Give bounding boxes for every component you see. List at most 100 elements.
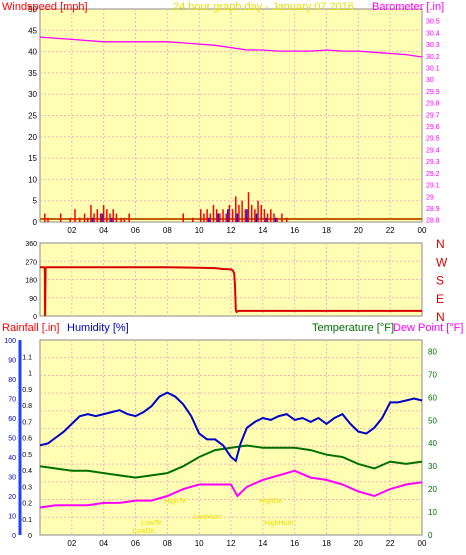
time-tick-label: 22: [386, 226, 395, 235]
humidity-panel-grid: [40, 340, 422, 535]
barometer-tick-label: 29.7: [426, 112, 440, 119]
direction-tick-label: 180: [25, 278, 37, 285]
time-tick-label: 02: [67, 226, 76, 235]
temperature-tick-label: 50: [428, 416, 437, 425]
temperature-tick-label: 80: [428, 347, 437, 356]
barometer-tick-label: 29.9: [426, 89, 440, 96]
compass-label: W: [436, 255, 448, 269]
temperature-tick-label: 10: [428, 508, 437, 517]
time-tick-label: 22: [386, 539, 395, 548]
time-tick-label: 16: [290, 226, 299, 235]
time-tick-label: 02: [67, 539, 76, 548]
barometer-tick-label: 29.4: [426, 147, 440, 154]
windspeed-tick-label: 0: [33, 218, 38, 227]
humidity-axis-label: Humidity [%]: [67, 322, 129, 334]
extreme-marker-label: LowDe: [133, 528, 155, 535]
windspeed-axis-label: Windspeed [mph]: [2, 1, 88, 13]
rainfall-tick-label: 0.7: [22, 419, 32, 426]
barometer-tick-label: 29.1: [426, 183, 440, 190]
time-tick-label: 06: [131, 226, 140, 235]
windspeed-tick-label: 40: [28, 48, 37, 57]
temperature-line: [39, 444, 423, 479]
temperature-tick-label: 30: [428, 462, 437, 471]
compass-label: N: [436, 310, 445, 324]
barometer-tick-label: 30.2: [426, 54, 440, 61]
wind-panel-grid: [40, 9, 422, 222]
humidity-axis-ticks: 0 10 20 30 40 50 60 70 80 90 100: [4, 338, 22, 540]
humidity-tick-label: 50: [8, 436, 16, 443]
time-tick-label: 10: [195, 539, 204, 548]
temperature-tick-label: 20: [428, 485, 437, 494]
dewpoint-axis-label: Dew Point [°F]: [393, 322, 463, 334]
time-tick-label: 16: [290, 539, 299, 548]
temperature-tick-label: 40: [428, 439, 437, 448]
barometer-tick-label: 29.3: [426, 159, 440, 166]
extreme-marker-label: HighTe: [164, 498, 186, 505]
graph-title: 24 hour graph day - January 07 2016: [173, 1, 354, 13]
barometer-tick-label: 29.2: [426, 171, 440, 178]
rainfall-tick-label: 1.1: [22, 354, 32, 361]
wind-direction-line: [40, 266, 422, 317]
direction-panel-grid: [40, 243, 422, 316]
barometer-tick-label: 30.5: [426, 19, 440, 26]
rainfall-tick-label: 0.9: [22, 387, 32, 394]
windspeed-tick-label: 25: [28, 112, 37, 121]
humidity-tick-label: 100: [4, 338, 16, 345]
humidity-time-axis-ticks: 02 04 06 08 10 12 14 16 18 20 22 00: [67, 539, 427, 548]
time-tick-label: 14: [258, 539, 267, 548]
windspeed-tick-label: 30: [28, 90, 37, 99]
barometer-tick-label: 30.3: [426, 42, 440, 49]
barometer-tick-label: 28.8: [426, 218, 440, 225]
compass-label: N: [436, 237, 445, 251]
windspeed-tick-label: 35: [28, 69, 37, 78]
rainfall-tick-label: 0.8: [22, 403, 32, 410]
rainfall-axis-label: Rainfall [.in]: [2, 322, 59, 334]
rainfall-tick-label: 0.5: [22, 452, 32, 459]
direction-tick-label: 360: [25, 241, 37, 248]
time-tick-label: 12: [227, 226, 236, 235]
extreme-marker-label: LowTe: [141, 520, 161, 527]
rainfall-tick-label: 0.3: [22, 484, 32, 491]
humidity-tick-label: 30: [8, 475, 16, 482]
humidity-tick-label: 80: [8, 377, 16, 384]
humidity-tick-label: 40: [8, 455, 16, 462]
time-tick-label: 06: [131, 539, 140, 548]
compass-label: S: [436, 274, 444, 288]
temperature-tick-label: 0: [428, 531, 433, 540]
windspeed-tick-label: 20: [28, 133, 37, 142]
rainfall-tick-label: 0.4: [22, 468, 32, 475]
barometer-tick-label: 29.8: [426, 101, 440, 108]
time-tick-label: 10: [195, 226, 204, 235]
barometer-tick-label: 29.5: [426, 136, 440, 143]
humidity-tick-label: 20: [8, 494, 16, 501]
windspeed-tick-label: 5: [33, 197, 38, 206]
time-tick-label: 08: [163, 539, 172, 548]
wind-time-axis-ticks: 02 04 06 08 10 12 14 16 18 20 22 00: [67, 226, 427, 235]
barometer-axis-ticks: 28.8 28.9 29 29.1 29.2 29.3 29.4 29.5 29.6 29.7 29…: [426, 19, 440, 225]
rainfall-tick-label: 0: [28, 533, 32, 540]
windspeed-bars: [44, 192, 288, 222]
time-tick-label: 18: [322, 226, 331, 235]
direction-tick-label: 270: [25, 259, 37, 266]
humidity-line: [39, 391, 423, 463]
time-tick-label: 20: [354, 226, 363, 235]
rainfall-tick-label: 0.6: [22, 436, 32, 443]
humidity-tick-label: 10: [8, 514, 16, 521]
barometer-tick-label: 29: [426, 194, 434, 201]
dewpoint-line: [39, 469, 423, 509]
time-tick-label: 12: [227, 539, 236, 548]
barometer-tick-label: 30.1: [426, 66, 440, 73]
extreme-marker-label: HighHum: [264, 520, 293, 527]
humidity-tick-label: 90: [8, 358, 16, 365]
time-tick-label: 20: [354, 539, 363, 548]
time-tick-label: 04: [99, 226, 108, 235]
barometer-tick-label: 29.6: [426, 124, 440, 131]
temperature-axis-label: Temperature [°F]: [312, 322, 394, 334]
direction-tick-label: 90: [29, 296, 37, 303]
barometer-axis-label: Barometer [.in]: [372, 1, 444, 13]
windspeed-axis-ticks: 0 5 10 15 20 25 30 35 40 45 50: [28, 5, 37, 227]
rainfall-tick-label: 0.2: [22, 501, 32, 508]
extreme-marker-label: HighDe: [259, 498, 282, 505]
